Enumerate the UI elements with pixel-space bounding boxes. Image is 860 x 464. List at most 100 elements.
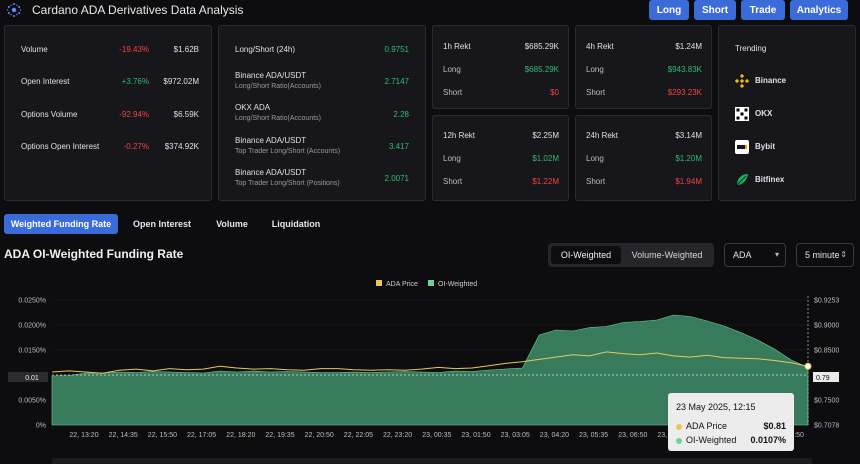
coin-select[interactable]: ADA ▾ <box>724 243 786 267</box>
x-tick-label: 23, 03:05 <box>501 432 530 439</box>
chevron-updown-icon: ⇕ <box>840 250 847 259</box>
rekt-short-label: Short <box>443 177 463 186</box>
range-scrollbar <box>52 458 812 464</box>
x-tick-label: 22, 15:50 <box>148 432 177 439</box>
rekt-long-value: $685.29K <box>524 65 559 74</box>
tab-volume[interactable]: Volume <box>216 219 248 229</box>
stat-label-options-oi: Options Open Interest <box>21 142 100 151</box>
hover-point <box>804 362 812 370</box>
ref-line-label: 0.01 <box>25 375 39 382</box>
rekt-short-value: $293.23K <box>667 88 702 97</box>
ratio-value: 2.7147 <box>384 77 409 86</box>
legend-swatch-oi <box>428 280 434 286</box>
rekt-title: 12h Rekt <box>443 131 476 140</box>
tab-weighted-funding-rate[interactable]: Weighted Funding Rate <box>4 214 118 234</box>
x-tick-label: 23, 00:35 <box>422 432 451 439</box>
rekt-title: 4h Rekt <box>586 42 614 51</box>
chart-legend: ADA Price OI-Weighted <box>376 280 477 288</box>
tooltip-row-price: ADA Price <box>676 421 727 431</box>
rekt-long-label: Long <box>586 154 604 163</box>
stat-label-open-interest: Open Interest <box>21 77 70 86</box>
x-tick-label: 22, 13:20 <box>69 432 98 439</box>
interval-select[interactable]: 5 minute ⇕ <box>796 243 854 267</box>
y-right-tick-label: $0.7078 <box>814 423 839 430</box>
ratio-sublabel: Long/Short Ratio(Accounts) <box>235 83 321 90</box>
ratio-label: OKX ADA <box>235 103 271 112</box>
trade-button[interactable]: Trade <box>741 0 785 20</box>
x-tick-label: 23, 05:35 <box>579 432 608 439</box>
stat-change-options-volume: -92.94% <box>119 110 149 119</box>
x-tick-label: 23, 04:20 <box>540 432 569 439</box>
y-left-tick-label: 0.0050% <box>18 398 46 405</box>
rekt-total: $685.29K <box>524 42 559 51</box>
rekt-short-value: $0 <box>550 88 559 97</box>
tooltip-label-price: ADA Price <box>686 421 728 431</box>
stat-value-options-oi: $374.92K <box>164 142 199 151</box>
rekt-long-label: Long <box>586 65 604 74</box>
x-tick-label: 23, 06:50 <box>618 432 647 439</box>
trending-item-bitfinex[interactable]: Bitfinex <box>755 175 785 184</box>
rekt-long-label: Long <box>443 154 461 163</box>
ref-label-box <box>8 372 48 382</box>
stat-value-open-interest: $972.02M <box>163 77 199 86</box>
coin-select-value: ADA <box>733 250 752 260</box>
y-left-tick-label: 0.0250% <box>18 298 46 305</box>
x-tick-label: 22, 22:05 <box>344 432 373 439</box>
trending-item-okx[interactable]: OKX <box>755 109 773 118</box>
x-tick-label: 22, 23:20 <box>383 432 412 439</box>
stat-value-options-volume: $6.59K <box>173 110 199 119</box>
cardano-logo-icon <box>6 3 22 17</box>
rekt-short-label: Short <box>586 88 606 97</box>
ratio-sublabel: Long/Short Ratio(Accounts) <box>235 115 321 122</box>
y-left-tick-label: 0.0200% <box>18 323 46 330</box>
ratio-label: Binance ADA/USDT <box>235 136 307 145</box>
tab-open-interest[interactable]: Open Interest <box>132 219 191 229</box>
ratio-value: 3.417 <box>388 142 409 151</box>
tooltip-label-oi: OI-Weighted <box>686 435 737 445</box>
market-stats-card: Volume -19.43% $1.62B Open Interest +3.7… <box>4 25 212 201</box>
stat-label-options-volume: Options Volume <box>21 110 78 119</box>
rekt-total: $2.25M <box>532 131 559 140</box>
ratio-label: Binance ADA/USDT <box>235 71 307 80</box>
trending-item-binance[interactable]: Binance <box>755 76 787 85</box>
toggle-volume-weighted[interactable]: Volume-Weighted <box>631 250 703 260</box>
stat-change-options-oi: -0.27% <box>123 142 149 151</box>
toggle-oi-weighted[interactable]: OI-Weighted <box>551 246 621 264</box>
chart-section-title: ADA OI-Weighted Funding Rate <box>4 247 184 261</box>
stat-change-open-interest: +3.76% <box>121 77 149 86</box>
trending-title: Trending <box>735 44 767 53</box>
okx-icon <box>735 107 749 121</box>
y-right-tick-label: $0.9253 <box>814 298 839 305</box>
trending-item-bybit[interactable]: Bybit <box>755 142 775 151</box>
rekt-long-value: $943.83K <box>667 65 702 74</box>
oi-weighted-area <box>51 314 809 426</box>
current-price-label: 0.79 <box>816 375 830 382</box>
y-right-tick-label: $0.7500 <box>814 398 839 405</box>
legend-label-price: ADA Price <box>386 281 418 288</box>
rekt-card-12h: 12h Rekt $2.25M Long $1.02M Short $1.22M <box>432 115 569 201</box>
price-tag-box <box>813 372 839 382</box>
bybit-icon <box>735 140 749 154</box>
rekt-long-label: Long <box>443 65 461 74</box>
chevron-down-icon: ▾ <box>774 250 779 259</box>
x-tick-label: 23, 01:50 <box>461 432 490 439</box>
long-button[interactable]: Long <box>649 0 689 20</box>
tooltip-row-oi: OI-Weighted <box>676 435 736 445</box>
rekt-long-value: $1.02M <box>532 154 559 163</box>
tab-liquidation[interactable]: Liquidation <box>271 219 321 229</box>
analytics-button[interactable]: Analytics <box>790 0 848 20</box>
ratio-value: 2.0071 <box>384 174 409 183</box>
rekt-short-value: $1.94M <box>675 177 702 186</box>
stat-change-volume: -19.43% <box>119 45 149 54</box>
ratio-sublabel: Top Trader Long/Short (Accounts) <box>235 148 341 155</box>
short-button[interactable]: Short <box>694 0 736 20</box>
rekt-title: 24h Rekt <box>586 131 619 140</box>
bitfinex-icon <box>736 174 748 186</box>
y-right-tick-label: $0.8500 <box>814 348 839 355</box>
ada-price-line <box>51 351 809 374</box>
tooltip-date: 23 May 2025, 12:15 <box>676 402 756 412</box>
chart-tooltip: 23 May 2025, 12:15 ADA Price $0.81 OI-We… <box>668 393 794 451</box>
x-tick-label: 22, 18:20 <box>226 432 255 439</box>
stat-value-volume: $1.62B <box>173 45 199 54</box>
